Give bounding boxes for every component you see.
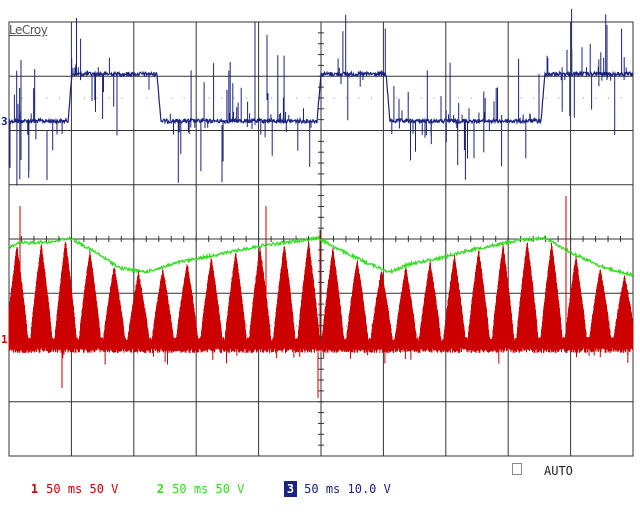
ch3-scale: 10.0 V [347, 482, 391, 496]
ch2-number: 2 [156, 482, 165, 496]
ch2-readout[interactable]: 2 50 ms 50 V [128, 462, 245, 496]
brand-logo: LeCroy [9, 23, 48, 37]
waveform-display [8, 8, 634, 457]
ch1-spikes [12, 196, 629, 398]
ch1-timebase: 50 ms [46, 482, 83, 496]
trigger-indicator-icon [512, 463, 522, 475]
ch1-scale: 50 V [89, 482, 119, 496]
ch3-level-marker: 3 [1, 115, 8, 128]
oscilloscope-screen: LeCroy 3 1 1 50 ms 50 V 2 50 ms 50 V 3 50 m… [1, 8, 634, 497]
ch3-number: 3 [283, 481, 298, 497]
ch1-waveform [8, 241, 634, 353]
ch2-scale: 50 V [215, 482, 245, 496]
trigger-mode[interactable]: AUTO [544, 464, 573, 478]
ch3-timebase: 50 ms [304, 482, 341, 496]
ch3-trace [8, 8, 634, 186]
ch3-spikes [9, 8, 627, 186]
ch2-waveform [8, 234, 633, 278]
ch1-trace [8, 196, 634, 398]
ch3-waveform [8, 69, 634, 126]
ch2-timebase: 50 ms [172, 482, 209, 496]
ch1-level-marker: 1 [1, 333, 8, 346]
ch2-trace [8, 234, 633, 278]
ch3-readout[interactable]: 3 50 ms 10.0 V [256, 462, 391, 497]
ch1-readout[interactable]: 1 50 ms 50 V [2, 462, 119, 496]
ch1-number: 1 [30, 482, 39, 496]
